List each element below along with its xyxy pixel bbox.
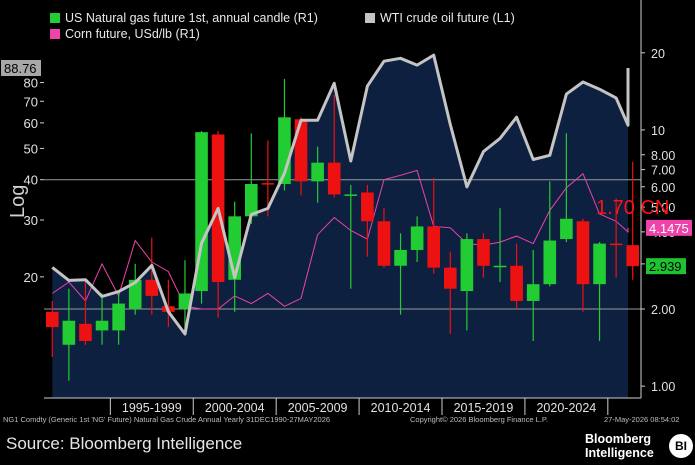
x-tick-label: 2010-2014: [371, 401, 431, 415]
gas-last-value-text: 2.939: [649, 259, 682, 274]
candle-body: [311, 162, 324, 182]
value-markers: 88.76 2.939 4.1475: [1, 60, 692, 275]
candle-body: [576, 221, 590, 285]
corn-last-value: 4.1475: [646, 219, 692, 236]
candle-body: [377, 221, 391, 266]
corn-last-value-box: [646, 219, 692, 236]
left-axis: 20 30 40 50 60 70 80: [24, 76, 44, 285]
legend-gas: US Natural gas future 1st, annual candle…: [50, 11, 318, 25]
candle-body: [195, 132, 208, 292]
gas-last-value-box: [646, 258, 686, 275]
candle-body: [112, 303, 125, 331]
candle-body: [609, 243, 623, 246]
legend-wti: WTI crude oil future (L1): [365, 11, 515, 25]
x-tick-label: 1995-1999: [122, 401, 182, 415]
footer-right: 27-May-2026 08:54:02: [604, 415, 680, 424]
candle-body: [526, 284, 540, 301]
wti-last-value-text: 88.76: [4, 61, 37, 76]
candle-body: [427, 226, 441, 268]
candle-body: [45, 311, 59, 328]
right-tick-label: 5.00: [651, 201, 675, 215]
gas-candles: [45, 79, 640, 381]
legend-gas-label: US Natural gas future 1st, annual candle…: [65, 11, 318, 25]
candle-body: [128, 279, 142, 309]
candle-body: [228, 216, 242, 280]
left-tick-label: 20: [24, 270, 38, 285]
legend-wti-label: WTI crude oil future (L1): [380, 11, 515, 25]
candle-body: [261, 183, 275, 185]
candle-body: [344, 194, 358, 196]
left-tick-label: 60: [24, 116, 38, 131]
footer-mid: Copyright© 2026 Bloomberg Finance L.P.: [410, 415, 548, 424]
candle-body: [510, 265, 523, 301]
bloomberg-logo: Bloomberg Intelligence: [585, 432, 654, 460]
candle-body: [593, 243, 606, 285]
candle-body: [95, 320, 109, 331]
candle-body: [361, 192, 374, 222]
legend-corn-label: Corn future, USd/lb (R1): [65, 27, 200, 41]
x-tick-label: 2005-2009: [288, 401, 348, 415]
candle-body: [410, 226, 424, 250]
gas-swatch: [50, 13, 60, 23]
candle-body: [460, 239, 474, 292]
candle-body: [79, 323, 92, 342]
source-text: Source: Bloomberg Intelligence: [6, 434, 243, 453]
left-tick-label: 50: [24, 141, 38, 156]
candle-body: [244, 184, 258, 217]
x-axis: 1995-1999 2000-2004 2005-2009 2010-2014 2015…: [109, 398, 609, 415]
right-tick-label: 2.00: [651, 303, 675, 317]
left-tick-label: 30: [24, 213, 38, 228]
candle-body: [493, 265, 507, 268]
x-tick-label: 2000-2004: [205, 401, 265, 415]
candle-body: [178, 293, 192, 309]
wti-last-value-box: [1, 60, 41, 76]
candle-body: [145, 279, 159, 296]
gridlines: [44, 179, 641, 310]
wti-series-line: [51, 53, 630, 336]
wti-area-fill: [52, 55, 629, 398]
candle-body: [626, 245, 640, 267]
x-tick-label: 2020-2024: [536, 401, 596, 415]
right-tick-label: 8.00: [651, 149, 675, 163]
gas-last-value: 2.939: [646, 258, 686, 275]
candle-body: [294, 119, 308, 182]
candle-body: [543, 240, 557, 285]
corn-last-value-text: 4.1475: [649, 221, 689, 236]
candle-body: [327, 162, 341, 195]
right-tick-label: 1.00: [651, 380, 675, 394]
candle-body: [443, 267, 457, 289]
candle-body: [394, 249, 407, 266]
corn-swatch: [50, 29, 60, 39]
candle-body: [62, 320, 76, 345]
brand-line1: Bloomberg: [585, 432, 651, 446]
right-tick-label: 20: [651, 47, 665, 61]
right-tick-label: 7.00: [651, 164, 675, 178]
left-tick-label: 40: [24, 173, 38, 188]
right-tick-label: 6.00: [651, 181, 675, 195]
right-tick-label: 10: [651, 124, 665, 138]
left-axis-label: Log: [7, 185, 29, 218]
candle-body: [477, 239, 490, 266]
candle-body: [560, 218, 573, 240]
left-tick-label: 70: [24, 94, 38, 109]
bi-badge-icon: BI: [669, 434, 693, 458]
x-tick-label: 2015-2019: [454, 401, 514, 415]
footer-left: NG1 Comdty (Generic 1st 'NG' Future) Nat…: [3, 415, 331, 424]
overlay-label: 1.70 CN: [596, 197, 669, 219]
legend-corn: Corn future, USd/lb (R1): [50, 27, 200, 41]
wti-last-value: 88.76: [1, 60, 41, 76]
left-tick-label: 80: [24, 76, 38, 91]
brand-line2: Intelligence: [585, 446, 654, 460]
wti-swatch: [365, 13, 375, 23]
